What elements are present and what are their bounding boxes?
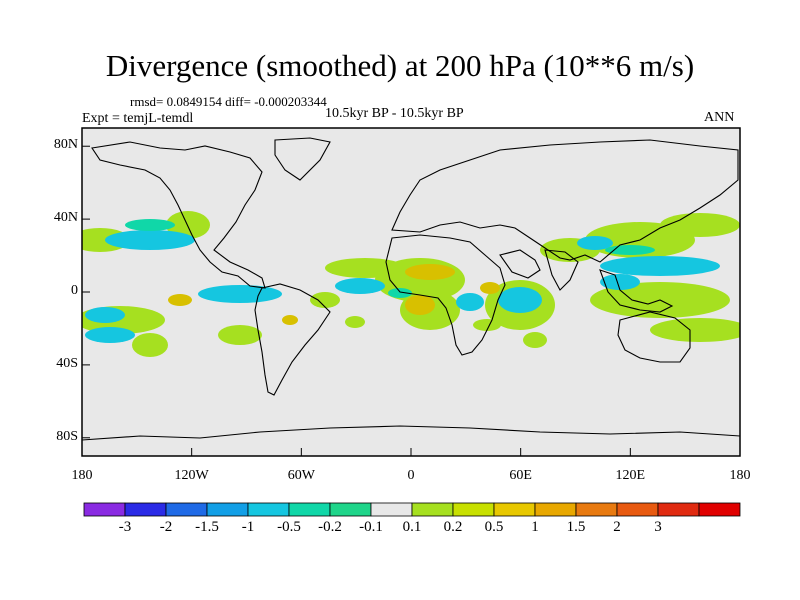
- lon-label: 120W: [174, 468, 209, 483]
- lat-label: 40N: [53, 210, 78, 226]
- colorbar-swatch: [206, 502, 249, 517]
- experiment-label: Expt = temjL-temdl: [82, 111, 194, 126]
- colorbar-swatch: [452, 502, 495, 517]
- colorbar-swatch: [165, 502, 208, 517]
- season-label: ANN: [704, 110, 735, 125]
- colorbar-swatch: [124, 502, 167, 517]
- lon-label: 0: [407, 468, 415, 483]
- colorbar-label: 2: [613, 519, 621, 535]
- lon-label: 180: [729, 468, 751, 483]
- colorbar-swatch: [575, 502, 618, 517]
- colorbar-swatch: [616, 502, 659, 517]
- colorbar-swatch: [657, 502, 700, 517]
- lat-label: 80N: [53, 137, 78, 153]
- lon-label: 60E: [509, 468, 532, 483]
- rmsd-diff-stats: rmsd= 0.0849154 diff= -0.000203344: [130, 94, 327, 109]
- colorbar-label: 0.1: [402, 519, 422, 535]
- colorbar-label: -3: [118, 519, 132, 535]
- colorbar-label: 0.5: [484, 519, 504, 535]
- coastlines: [82, 137, 740, 441]
- lon-label: 120E: [615, 468, 646, 483]
- axis-ticks: [81, 145, 741, 456]
- lat-label: 80S: [56, 428, 78, 444]
- lon-label: 180: [71, 468, 93, 483]
- colorbar-label: 3: [654, 519, 662, 535]
- colorbar-label: -0.5: [277, 519, 301, 535]
- colorbar-label: -0.1: [359, 519, 383, 535]
- colorbar-swatch: [493, 502, 536, 517]
- colorbar-swatch: [83, 502, 126, 517]
- colorbar-swatch: [247, 502, 290, 517]
- colorbar: [83, 502, 741, 517]
- colorbar-label: -1: [241, 519, 255, 535]
- colorbar-swatch: [534, 502, 577, 517]
- colorbar-label: 1: [531, 519, 539, 535]
- colorbar-swatch: [288, 502, 331, 517]
- colorbar-swatch: [329, 502, 372, 517]
- colorbar-label: -2: [159, 519, 173, 535]
- lat-label: 0: [71, 283, 78, 298]
- colorbar-label: -0.2: [318, 519, 342, 535]
- contour-fields: [82, 137, 740, 441]
- colorbar-swatch: [370, 502, 413, 517]
- lon-label: 60W: [287, 468, 315, 483]
- colorbar-label: 0.2: [443, 519, 463, 535]
- figure-title: Divergence (smoothed) at 200 hPa (10**6 …: [105, 48, 695, 83]
- lat-label: 40S: [56, 355, 78, 371]
- colorbar-label: -1.5: [195, 519, 219, 535]
- colorbar-swatch: [411, 502, 454, 517]
- period-label: 10.5kyr BP - 10.5kyr BP: [325, 106, 464, 121]
- colorbar-swatch: [698, 502, 741, 517]
- colorbar-label: 1.5: [566, 519, 586, 535]
